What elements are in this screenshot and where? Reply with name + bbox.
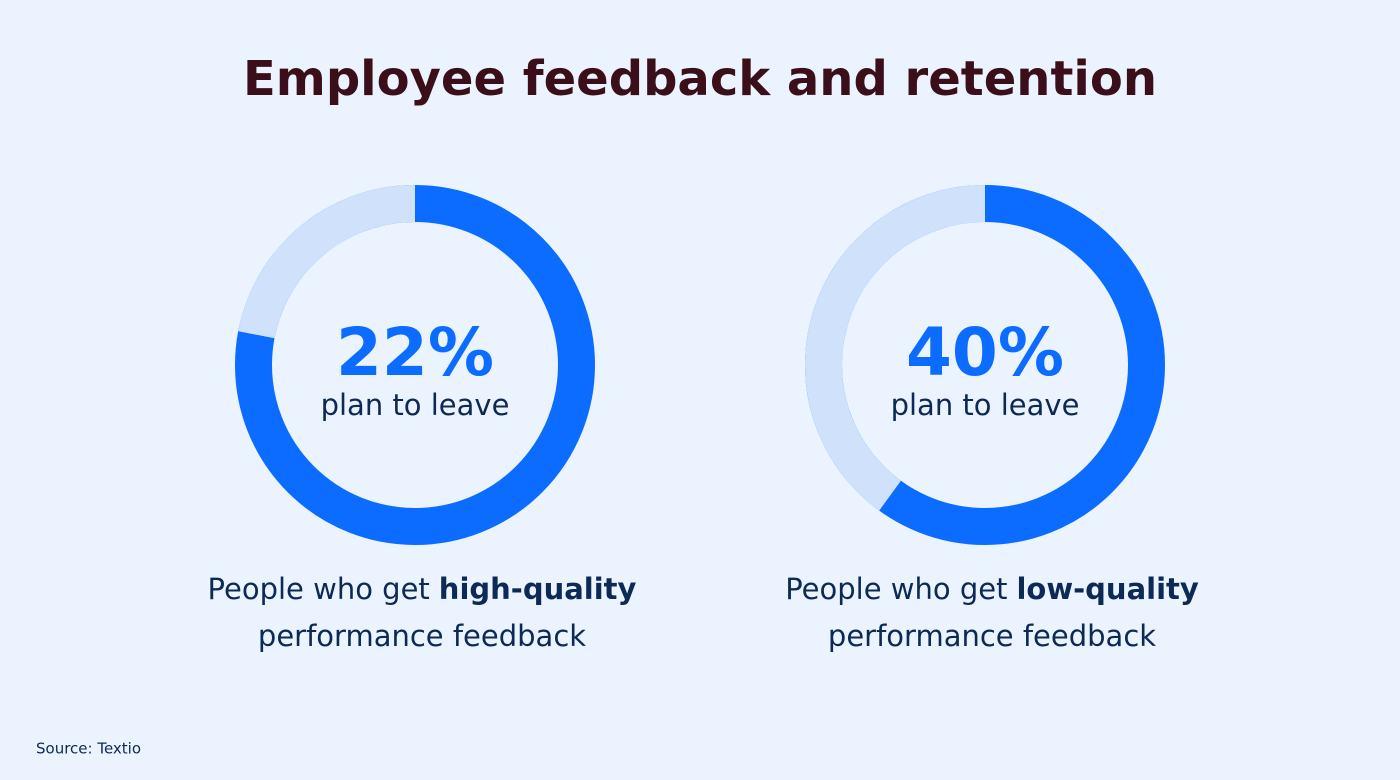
caption-line: People who get high-quality: [208, 572, 637, 606]
source: Source: Textio: [36, 740, 141, 758]
caption-emphasis: high-quality: [439, 572, 637, 606]
donut-segment: [238, 185, 416, 339]
value-label: 40%: [906, 314, 1064, 391]
caption-line: performance feedback: [258, 619, 586, 653]
title: Employee feedback and retention: [243, 51, 1157, 107]
value-label: 22%: [336, 314, 494, 391]
caption-line: People who get low-quality: [785, 572, 1199, 606]
caption-text: People who get: [208, 572, 430, 606]
donut-segment: [805, 185, 986, 511]
caption-line: performance feedback: [828, 619, 1156, 653]
donut-label: plan to leave: [891, 388, 1080, 422]
caption-emphasis: low-quality: [1016, 572, 1198, 606]
donut-label: plan to leave: [321, 388, 510, 422]
caption-text: People who get: [785, 572, 1007, 606]
